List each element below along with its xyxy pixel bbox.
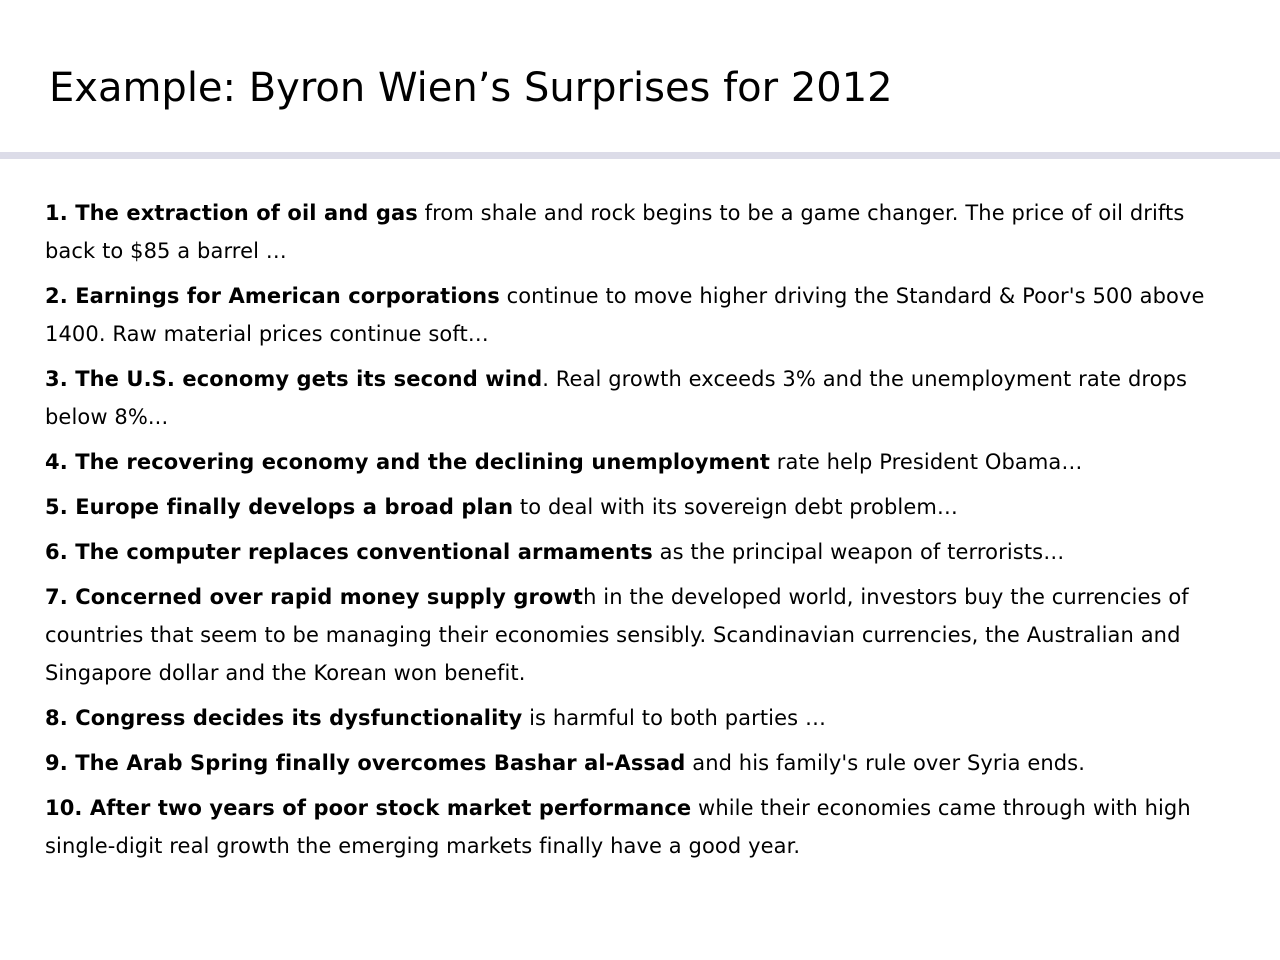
- item-lead: 1. The extraction of oil and gas: [45, 201, 418, 225]
- item-lead: 2. Earnings for American corporations: [45, 284, 500, 308]
- item-text: rate help President Obama…: [770, 450, 1083, 474]
- item-text: and his family's rule over Syria ends.: [685, 751, 1085, 775]
- item-text: as the principal weapon of terrorists…: [652, 540, 1065, 564]
- list-item: 10. After two years of poor stock market…: [45, 789, 1240, 865]
- item-text: while their economies came through with …: [45, 796, 1191, 858]
- item-lead: 3. The U.S. economy gets its second wind: [45, 367, 543, 391]
- item-lead: 10. After two years of poor stock market…: [45, 796, 692, 820]
- item-text: continue to move higher driving the Stan…: [45, 284, 1205, 346]
- item-text: h in the developed world, investors buy …: [45, 585, 1189, 685]
- list-item: 8. Congress decides its dysfunctionality…: [45, 699, 1240, 737]
- item-text: to deal with its sovereign debt problem…: [513, 495, 958, 519]
- list-item: 9. The Arab Spring finally overcomes Bas…: [45, 744, 1240, 782]
- item-lead: 9. The Arab Spring finally overcomes Bas…: [45, 751, 686, 775]
- list-item: 1. The extraction of oil and gas from sh…: [45, 194, 1240, 270]
- item-lead: 4. The recovering economy and the declin…: [45, 450, 771, 474]
- slide-title: Example: Byron Wien’s Surprises for 2012: [49, 65, 893, 111]
- surprises-list: 1. The extraction of oil and gas from sh…: [45, 194, 1240, 872]
- item-text: is harmful to both parties …: [522, 706, 827, 730]
- list-item: 2. Earnings for American corporations co…: [45, 277, 1240, 353]
- item-lead: 8. Congress decides its dysfunctionality: [45, 706, 523, 730]
- list-item: 7. Concerned over rapid money supply gro…: [45, 578, 1240, 692]
- item-lead: 7. Concerned over rapid money supply gro…: [45, 585, 584, 609]
- title-divider: [0, 152, 1280, 159]
- list-item: 6. The computer replaces conventional ar…: [45, 533, 1240, 571]
- item-text: . Real growth exceeds 3% and the unemplo…: [45, 367, 1188, 429]
- list-item: 4. The recovering economy and the declin…: [45, 443, 1240, 481]
- list-item: 3. The U.S. economy gets its second wind…: [45, 360, 1240, 436]
- item-lead: 5. Europe finally develops a broad plan: [45, 495, 514, 519]
- item-text: from shale and rock begins to be a game …: [45, 201, 1185, 263]
- list-item: 5. Europe finally develops a broad plan …: [45, 488, 1240, 526]
- item-lead: 6. The computer replaces conventional ar…: [45, 540, 653, 564]
